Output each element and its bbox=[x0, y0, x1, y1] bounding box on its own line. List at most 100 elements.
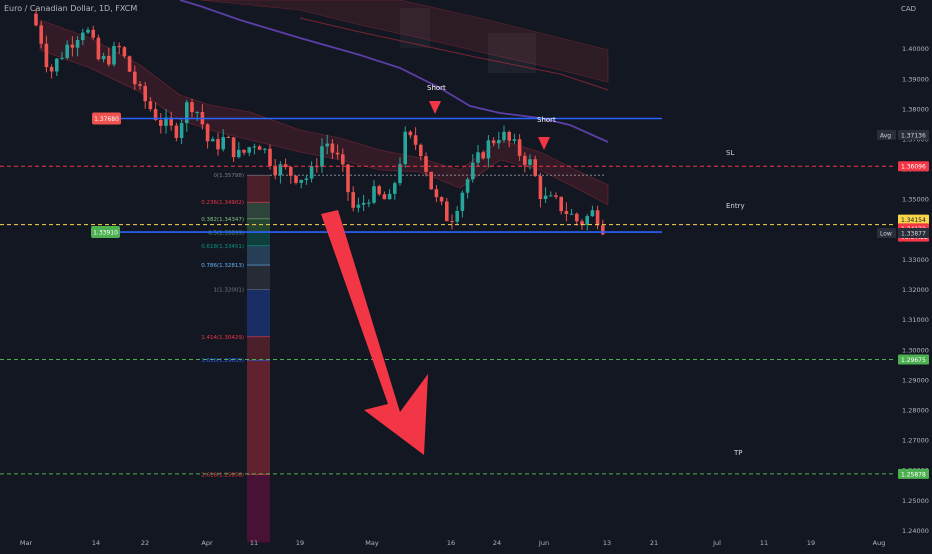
candle-body bbox=[335, 152, 340, 155]
candle-body bbox=[486, 140, 491, 159]
candle-body bbox=[559, 196, 563, 212]
candlestick-series bbox=[34, 8, 605, 236]
x-tick-label: 19 bbox=[807, 539, 815, 547]
candle-body bbox=[263, 148, 267, 150]
y-tick-label: 1.29000 bbox=[902, 376, 929, 384]
candle-body bbox=[117, 46, 121, 48]
candle-body bbox=[283, 164, 288, 168]
symbol-title: Euro / Canadian Dollar, 1D, FXCM bbox=[4, 4, 138, 13]
candle-body bbox=[554, 195, 558, 197]
candle-body bbox=[351, 192, 355, 208]
x-tick-label: 11 bbox=[760, 539, 768, 547]
candle-body bbox=[408, 131, 413, 136]
fibonacci-column bbox=[247, 174, 270, 543]
y-tick-label: 1.33000 bbox=[902, 256, 929, 264]
candle-body bbox=[585, 216, 589, 225]
candle-body bbox=[299, 179, 303, 183]
fib-label-0.382: 0.382(1.34347) bbox=[201, 217, 244, 223]
fib-band-7 bbox=[247, 336, 270, 361]
fib-band-1 bbox=[247, 202, 270, 219]
candle-body bbox=[569, 213, 574, 215]
y-tick-label: 1.30000 bbox=[902, 346, 929, 354]
candle-body bbox=[439, 197, 444, 202]
candle-body bbox=[242, 149, 246, 153]
candle-body bbox=[81, 32, 85, 41]
candle-body bbox=[205, 124, 210, 142]
candle-body bbox=[39, 25, 43, 44]
candle-body bbox=[164, 117, 168, 126]
fib-band-2 bbox=[247, 218, 270, 233]
x-tick-label: 24 bbox=[493, 539, 501, 547]
candle-body bbox=[445, 201, 449, 222]
candle-body bbox=[361, 202, 366, 205]
candle-body bbox=[169, 117, 173, 126]
price-tag-text: Low bbox=[880, 231, 892, 238]
candle-body bbox=[34, 13, 38, 26]
price-label-text: 1.29675 bbox=[901, 357, 926, 364]
fibonacci-labels: 0(1.35798) 0.236(1.34902) 0.382(1.34347) 0.… bbox=[201, 173, 244, 478]
candle-body bbox=[549, 195, 553, 197]
candle-body bbox=[101, 55, 106, 60]
fib-label-0.236: 0.236(1.34902) bbox=[201, 200, 244, 206]
candle-body bbox=[346, 164, 350, 193]
price-label-text: 1.25878 bbox=[901, 471, 926, 478]
down-arrow-annotation bbox=[321, 210, 428, 455]
price-axis-labels: 1.37136Avg1.360961.341541.3413205:37:221… bbox=[877, 129, 929, 479]
candle-body bbox=[341, 154, 345, 165]
candle-body bbox=[382, 194, 387, 200]
candle-body bbox=[96, 37, 101, 60]
candle-body bbox=[195, 112, 199, 114]
upper-ribbon-midline bbox=[299, 17, 609, 91]
price-label-text: 1.33877 bbox=[901, 231, 926, 238]
candle-body bbox=[138, 84, 142, 86]
candle-body bbox=[278, 164, 283, 176]
tp-label: TP bbox=[733, 449, 743, 457]
candle-body bbox=[237, 149, 241, 158]
short-marker-1: Short bbox=[427, 84, 446, 114]
x-tick-label: Jun bbox=[538, 539, 549, 547]
candle-body bbox=[231, 137, 236, 158]
candle-body bbox=[497, 140, 501, 144]
price-tag-text: Avg bbox=[880, 132, 891, 139]
candle-body bbox=[65, 44, 69, 58]
candle-body bbox=[523, 155, 527, 165]
candle-body bbox=[481, 152, 485, 159]
fib-label-0: 0(1.35798) bbox=[213, 173, 244, 179]
short-label-2: Short bbox=[537, 116, 556, 124]
x-tick-label: 19 bbox=[296, 539, 304, 547]
candle-body bbox=[143, 85, 147, 102]
candle-body bbox=[221, 137, 225, 150]
x-tick-label: 13 bbox=[603, 539, 611, 547]
time-axis[interactable]: Mar 14 22 Apr 11 19 May 16 24 Jun 13 21 Jul 11 19 Aug bbox=[20, 539, 885, 547]
candle-body bbox=[190, 102, 194, 113]
candle-body bbox=[543, 195, 548, 200]
candle-body bbox=[211, 139, 215, 142]
candle-body bbox=[517, 139, 522, 156]
candle-body bbox=[465, 179, 470, 193]
candle-body bbox=[320, 146, 324, 167]
candle-body bbox=[507, 131, 511, 141]
x-tick-label: Mar bbox=[20, 539, 33, 547]
candle-body bbox=[450, 221, 454, 223]
fib-label-0.618: 0.618(1.33451) bbox=[201, 244, 244, 250]
candle-body bbox=[268, 148, 272, 166]
candle-body bbox=[580, 221, 584, 225]
price-tag-bg bbox=[877, 129, 896, 140]
y-tick-label: 1.28000 bbox=[902, 406, 929, 414]
candle-body bbox=[512, 139, 517, 141]
candle-body bbox=[91, 29, 95, 38]
y-tick-label: 1.24000 bbox=[902, 527, 929, 535]
currency-label: CAD bbox=[901, 5, 917, 13]
candle-body bbox=[185, 102, 189, 124]
x-tick-label: 14 bbox=[92, 539, 100, 547]
fib-label-0.5: 0.5(1.33899) bbox=[208, 230, 244, 236]
candle-body bbox=[403, 131, 407, 165]
price-label-text: 1.36096 bbox=[901, 164, 926, 171]
candle-body bbox=[75, 40, 80, 48]
candle-body bbox=[226, 137, 231, 139]
candle-body bbox=[86, 29, 90, 33]
fib-label-0.786: 0.786(1.32813) bbox=[201, 263, 244, 269]
